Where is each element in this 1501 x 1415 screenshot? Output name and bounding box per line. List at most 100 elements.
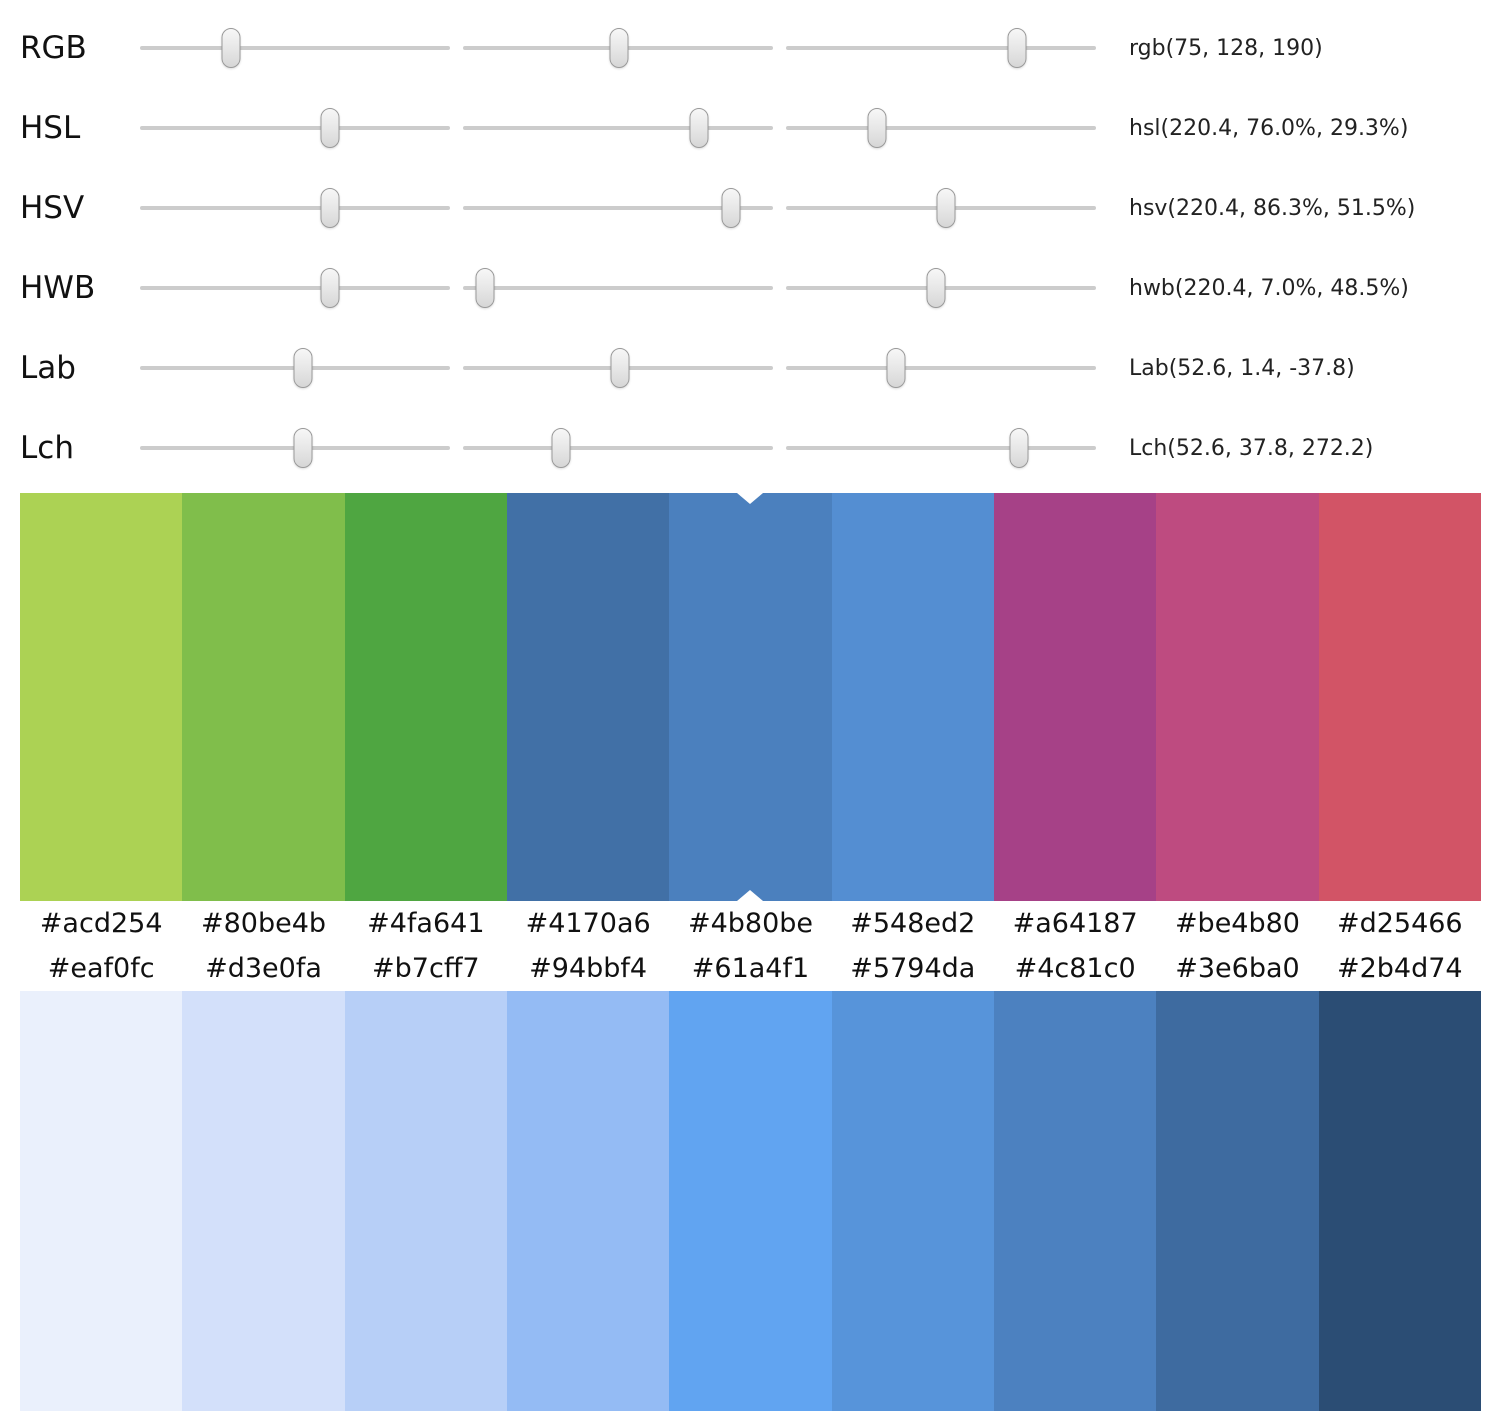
lab-channel-2-slider[interactable] — [463, 345, 773, 391]
slider-thumb[interactable] — [610, 348, 630, 388]
slider-thumb[interactable] — [475, 268, 495, 308]
hex-label: #4fa641 — [367, 908, 485, 939]
slider-thumb[interactable] — [936, 188, 956, 228]
slider-thumb[interactable] — [867, 108, 887, 148]
hex-label: #d3e0fa — [205, 953, 322, 984]
slider-thumb[interactable] — [1009, 428, 1028, 468]
slider-thumb[interactable] — [551, 428, 571, 468]
slider-track[interactable] — [786, 126, 1096, 130]
hwb-channel-2-slider[interactable] — [463, 265, 773, 311]
slider-thumb[interactable] — [293, 348, 313, 388]
slider-group — [140, 25, 1109, 71]
hex-label: #4170a6 — [525, 908, 651, 939]
swatch[interactable] — [344, 493, 507, 901]
swatch[interactable] — [182, 493, 345, 901]
hsl-channel-1-slider[interactable] — [140, 105, 450, 151]
swatch[interactable] — [20, 991, 183, 1411]
slider-track[interactable] — [786, 366, 1096, 370]
hsv-channel-3-slider[interactable] — [786, 185, 1096, 231]
slider-thumb[interactable] — [320, 108, 340, 148]
slider-thumb[interactable] — [886, 348, 906, 388]
swatch[interactable] — [20, 493, 183, 901]
hsl-channel-2-slider[interactable] — [463, 105, 773, 151]
slider-track[interactable] — [463, 286, 773, 290]
swatch[interactable] — [831, 991, 994, 1411]
colorspace-label: HSL — [20, 110, 81, 146]
slider-row-hsv: HSV hsv(220.4, 86.3%, 51.5%) — [20, 168, 1481, 248]
swatch[interactable] — [344, 991, 507, 1411]
slider-track[interactable] — [463, 206, 773, 210]
slider-thumb[interactable] — [689, 108, 709, 148]
slider-group — [140, 105, 1109, 151]
colorspace-label: Lch — [20, 430, 74, 466]
hwb-channel-1-slider[interactable] — [140, 265, 450, 311]
hex-label: #b7cff7 — [372, 953, 480, 984]
hex-label: #4b80be — [687, 908, 813, 939]
colorspace-label: HSV — [20, 190, 85, 226]
color-value-text: Lch(52.6, 37.8, 272.2) — [1129, 435, 1374, 461]
hex-label: #94bbf4 — [529, 953, 648, 984]
lab-channel-3-slider[interactable] — [786, 345, 1096, 391]
swatch-selected[interactable] — [669, 493, 832, 901]
lch-channel-2-slider[interactable] — [463, 425, 773, 471]
selected-marker-top-icon — [737, 493, 764, 504]
slider-track[interactable] — [140, 126, 450, 130]
color-value-text: hwb(220.4, 7.0%, 48.5%) — [1129, 275, 1409, 301]
slider-track[interactable] — [786, 446, 1096, 450]
swatch[interactable] — [1156, 991, 1319, 1411]
colorspace-label: HWB — [20, 270, 96, 306]
slider-thumb[interactable] — [320, 268, 340, 308]
hwb-channel-3-slider[interactable] — [786, 265, 1096, 311]
swatch[interactable] — [182, 991, 345, 1411]
color-value-text: Lab(52.6, 1.4, -37.8) — [1129, 355, 1355, 381]
rgb-channel-1-slider[interactable] — [140, 25, 450, 71]
swatch[interactable] — [1156, 493, 1319, 901]
slider-track[interactable] — [140, 286, 450, 290]
slider-thumb[interactable] — [221, 28, 241, 68]
slider-track[interactable] — [463, 126, 773, 130]
slider-thumb[interactable] — [926, 268, 946, 308]
hsv-channel-2-slider[interactable] — [463, 185, 773, 231]
swatch[interactable] — [506, 991, 670, 1411]
slider-thumb[interactable] — [320, 188, 340, 228]
hex-label: #acd254 — [39, 908, 163, 939]
swatch[interactable] — [669, 991, 832, 1411]
slider-track[interactable] — [140, 206, 450, 210]
slider-section: RGB rgb(75, 128, 190) HSL — [20, 6, 1481, 488]
hex-label: #548ed2 — [850, 908, 976, 939]
slider-thumb[interactable] — [1007, 28, 1027, 68]
slider-thumb[interactable] — [721, 188, 741, 228]
slider-row-lab: Lab Lab(52.6, 1.4, -37.8) — [20, 328, 1481, 408]
slider-row-hsl: HSL hsl(220.4, 76.0%, 29.3%) — [20, 88, 1481, 168]
slider-thumb[interactable] — [293, 428, 313, 468]
hex-label: #4c81c0 — [1014, 953, 1136, 984]
lch-channel-3-slider[interactable] — [786, 425, 1096, 471]
swatch[interactable] — [993, 991, 1157, 1411]
slider-group — [140, 185, 1109, 231]
hex-label: #eaf0fc — [47, 953, 155, 984]
swatch[interactable] — [831, 493, 994, 901]
slider-track[interactable] — [786, 46, 1096, 50]
swatch[interactable] — [1318, 991, 1481, 1411]
hex-label: #d25466 — [1336, 908, 1463, 939]
hsl-channel-3-slider[interactable] — [786, 105, 1096, 151]
slider-row-lch: Lch Lch(52.6, 37.8, 272.2) — [20, 408, 1481, 488]
lab-channel-1-slider[interactable] — [140, 345, 450, 391]
slider-row-hwb: HWB hwb(220.4, 7.0%, 48.5%) — [20, 248, 1481, 328]
rgb-channel-2-slider[interactable] — [463, 25, 773, 71]
swatch[interactable] — [1318, 493, 1481, 901]
hex-label: #be4b80 — [1174, 908, 1300, 939]
slider-group — [140, 345, 1109, 391]
slider-thumb[interactable] — [609, 28, 629, 68]
lch-channel-1-slider[interactable] — [140, 425, 450, 471]
slider-row-rgb: RGB rgb(75, 128, 190) — [20, 8, 1481, 88]
slider-track[interactable] — [463, 446, 773, 450]
slider-group — [140, 425, 1109, 471]
color-value-text: hsv(220.4, 86.3%, 51.5%) — [1129, 195, 1416, 221]
hex-label: #a64187 — [1012, 908, 1138, 939]
hsv-channel-1-slider[interactable] — [140, 185, 450, 231]
rgb-channel-3-slider[interactable] — [786, 25, 1096, 71]
swatch[interactable] — [993, 493, 1157, 901]
slider-track[interactable] — [140, 46, 450, 50]
swatch[interactable] — [506, 493, 670, 901]
